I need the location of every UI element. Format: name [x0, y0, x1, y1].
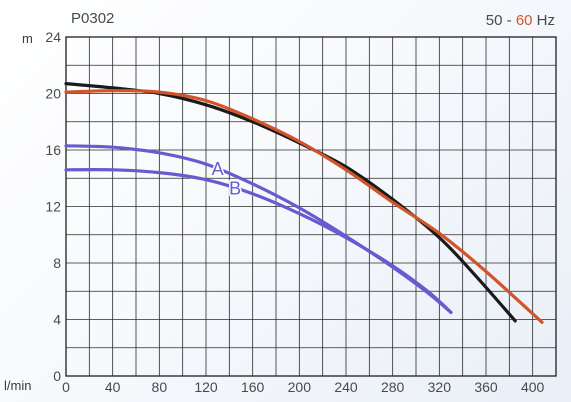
grid: [66, 37, 556, 376]
series-label-a: A: [212, 159, 224, 179]
y-axis-unit: m: [22, 31, 33, 46]
series-line-b: [64, 167, 453, 314]
x-tick-label: 240: [334, 379, 358, 395]
series-label-b: B: [229, 178, 241, 198]
chart-labels: P0302 50 - 60 Hz m l/min: [4, 10, 555, 393]
x-tick-label: 360: [474, 379, 498, 395]
series-line-curve-2: [64, 89, 544, 324]
x-tick-label: 280: [381, 379, 405, 395]
x-tick-label: 80: [152, 379, 168, 395]
y-tick-label: 24: [45, 29, 61, 45]
frequency-unit: Hz: [533, 12, 556, 29]
x-tick-label: 160: [241, 379, 265, 395]
y-tick-label: 16: [45, 142, 61, 158]
frequency-base: 50: [486, 12, 503, 29]
x-tick-label: 400: [521, 379, 545, 395]
y-tick-label: 12: [45, 199, 61, 215]
series-group: AB: [64, 82, 544, 324]
frequency-alt: 60: [516, 12, 533, 29]
frequency-label: 50 - 60 Hz: [486, 12, 555, 29]
x-tick-label: 200: [288, 379, 312, 395]
tick-labels: 0 40 80 120 160 200 240 280 320 360 400 0 4 8 12 16 20 24: [45, 29, 544, 395]
y-tick-label: 0: [53, 368, 61, 384]
y-tick-label: 8: [53, 255, 61, 271]
y-tick-label: 4: [53, 312, 61, 328]
frequency-separator: -: [502, 12, 515, 29]
y-tick-label: 20: [45, 86, 61, 102]
x-axis-unit: l/min: [4, 378, 31, 393]
chart-title: P0302: [71, 10, 114, 27]
x-tick-label: 320: [428, 379, 452, 395]
x-tick-label: 0: [62, 379, 70, 395]
x-tick-label: 40: [105, 379, 121, 395]
x-tick-label: 120: [194, 379, 218, 395]
